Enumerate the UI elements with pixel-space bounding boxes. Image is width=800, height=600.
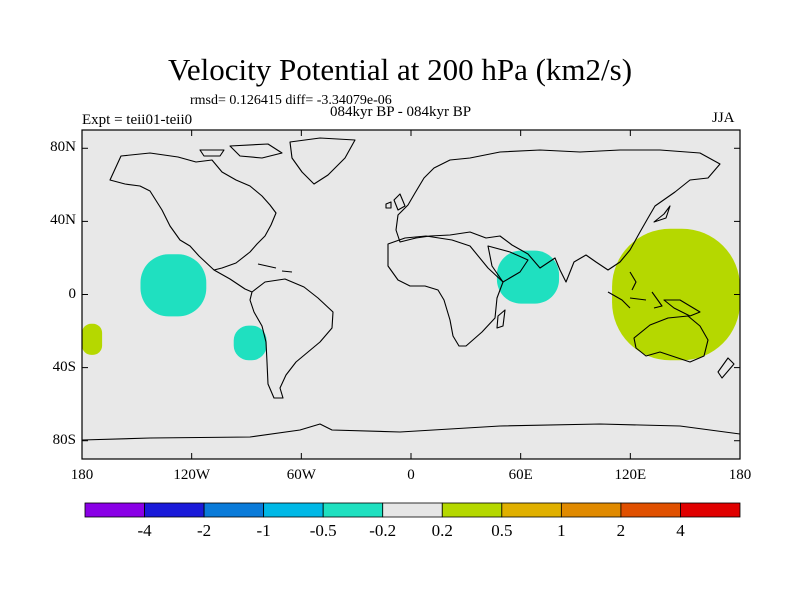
coast-arctic-islands xyxy=(199,143,283,159)
statistics-text: rmsd= 0.126415 diff= -3.34079e-06 xyxy=(190,93,392,108)
colorbar-swatch xyxy=(263,502,324,518)
coast-japan xyxy=(653,205,671,223)
colorbar xyxy=(84,502,741,518)
colorbar-label: 0.5 xyxy=(491,521,513,540)
y-tick-label: 40S xyxy=(52,358,76,375)
coast-north-america xyxy=(109,152,277,271)
coast-new-zealand xyxy=(717,357,735,379)
coast-arabia xyxy=(487,245,529,283)
season-label: JJA xyxy=(712,110,735,126)
colorbar-swatch xyxy=(620,502,681,518)
anomaly-region-1 xyxy=(233,325,267,361)
coast-south-america xyxy=(249,278,334,399)
y-tick-label: 0 xyxy=(68,285,77,302)
x-axis-ticks xyxy=(81,130,741,459)
colorbar-swatch xyxy=(144,502,205,518)
period-label: 084kyr BP - 084kyr BP xyxy=(330,104,472,120)
anomaly-region-3 xyxy=(612,228,740,361)
coast-british-isles xyxy=(385,193,406,211)
colorbar-label: -4 xyxy=(137,521,152,540)
x-tick-label: 60W xyxy=(286,467,316,483)
x-tick-label: 180 xyxy=(70,467,94,483)
y-axis-ticks xyxy=(82,147,740,442)
coast-maritime-continent xyxy=(607,271,701,317)
colorbar-label: -0.5 xyxy=(309,521,337,540)
colorbar-label: 1 xyxy=(557,521,566,540)
coast-antarctica xyxy=(82,423,740,441)
x-tick-label: 120W xyxy=(173,467,210,483)
colorbar-swatch xyxy=(203,502,265,518)
x-tick-label: 180 xyxy=(728,467,752,483)
coast-africa xyxy=(387,235,504,347)
x-tick-label: 60E xyxy=(508,467,533,483)
y-tick-label: 80N xyxy=(50,139,76,156)
colorbar-label: -2 xyxy=(196,521,212,540)
colorbar-label: -1 xyxy=(256,521,271,540)
colorbar-swatch xyxy=(560,502,622,518)
coastlines xyxy=(82,137,740,441)
coast-eurasia xyxy=(395,149,721,283)
coast-caribbean xyxy=(257,263,293,273)
colorbar-label: 2 xyxy=(616,521,626,540)
anomaly-region-2 xyxy=(496,250,560,304)
y-tick-label: 80S xyxy=(52,431,76,448)
x-tick-label: 120E xyxy=(614,467,647,483)
colorbar-swatch xyxy=(84,502,145,518)
coast-greenland xyxy=(289,137,356,185)
chart-title: Velocity Potential at 200 hPa (km2/s) xyxy=(167,52,633,87)
colorbar-label: 4 xyxy=(676,521,685,540)
colorbar-swatch xyxy=(382,502,443,518)
colorbar-swatch xyxy=(322,502,384,518)
colorbar-swatch xyxy=(680,502,741,518)
colorbar-label: -0.2 xyxy=(369,521,397,540)
anomaly-regions xyxy=(82,228,740,361)
colorbar-label: 0.2 xyxy=(431,521,453,540)
colorbar-swatch xyxy=(501,502,562,518)
colorbar-swatch xyxy=(441,502,503,518)
experiment-label: Expt = teii01-teii0 xyxy=(82,112,193,128)
anomaly-region-0 xyxy=(140,254,207,317)
anomaly-region-4 xyxy=(82,323,103,355)
coast-central-america xyxy=(213,269,253,293)
x-tick-label: 0 xyxy=(407,467,415,483)
coast-madagascar xyxy=(496,309,506,329)
y-tick-label: 40N xyxy=(50,212,76,229)
coast-australia xyxy=(633,315,709,363)
